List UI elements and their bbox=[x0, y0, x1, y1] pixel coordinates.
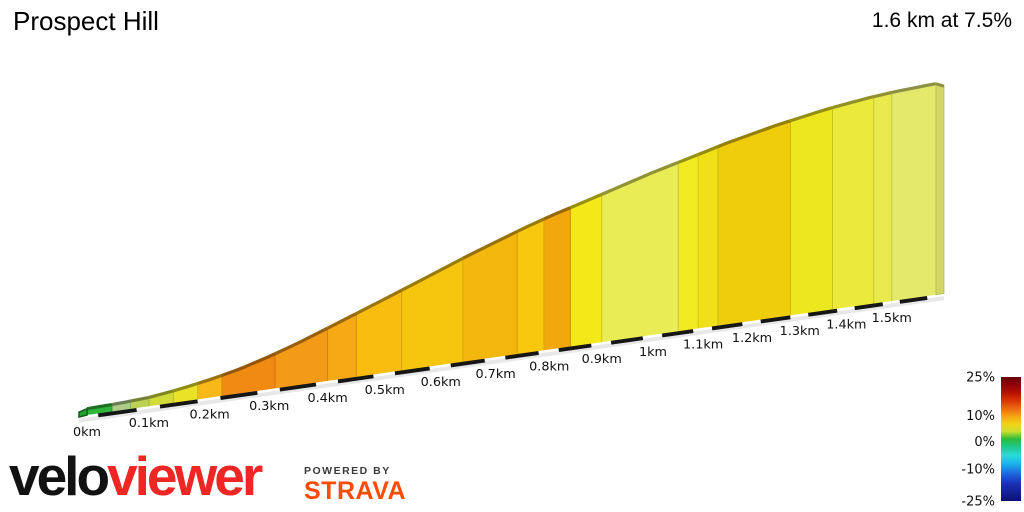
profile-top-edge bbox=[130, 395, 150, 403]
axis-road-dash bbox=[450, 358, 486, 368]
profile-top-edge bbox=[717, 119, 791, 149]
profile-segment bbox=[678, 154, 699, 332]
profile-top-edge bbox=[569, 192, 603, 210]
legend-tick-label: 10% bbox=[966, 409, 995, 424]
profile-top-edge bbox=[326, 312, 358, 330]
profile-top-edge bbox=[197, 373, 223, 386]
profile-top-edge bbox=[891, 82, 937, 94]
axis-tick-label: 0.8km bbox=[529, 360, 569, 375]
axis-road-dash bbox=[807, 308, 838, 317]
axis-tick-label: 1.4km bbox=[826, 317, 866, 332]
legend-tick-label: 25% bbox=[966, 371, 995, 386]
profile-top-edge bbox=[221, 352, 276, 377]
profile-segment bbox=[462, 231, 518, 362]
axis-tick-label: 0.4km bbox=[307, 391, 347, 406]
profile-top-edge bbox=[697, 145, 719, 157]
axis-road-dash bbox=[760, 315, 791, 324]
axis-tick-label: 0.9km bbox=[582, 352, 622, 367]
profile-top-edge bbox=[873, 90, 893, 99]
profile-top-edge bbox=[400, 256, 464, 292]
profile-segment bbox=[570, 194, 602, 347]
profile-start-cap bbox=[78, 407, 88, 418]
legend-tick-label: -25% bbox=[961, 495, 995, 510]
profile-top-edge bbox=[86, 402, 113, 411]
axis-tick-label: 0.3km bbox=[249, 399, 289, 414]
profile-top-edge bbox=[172, 381, 199, 393]
axis-tick-label: 0.2km bbox=[190, 408, 230, 423]
axis-road-dash bbox=[159, 399, 198, 409]
profile-segment bbox=[517, 219, 544, 355]
legend-tick-label: 0% bbox=[974, 435, 995, 450]
profile-end-cap-edge bbox=[935, 82, 945, 88]
axis-tick-label: 1.1km bbox=[683, 338, 723, 353]
profile-top-edge bbox=[832, 95, 875, 110]
profile-segment bbox=[698, 146, 718, 329]
strava-logo: STRAVA bbox=[304, 477, 407, 505]
axis-road-dash bbox=[394, 366, 430, 376]
profile-top-edge bbox=[543, 206, 571, 221]
profile-segment bbox=[275, 328, 328, 389]
veloviewer-logo: veloviewer bbox=[9, 449, 263, 504]
profile-segment bbox=[173, 383, 198, 403]
axis-tick-label: 0.7km bbox=[475, 367, 515, 382]
profile-top-edge bbox=[148, 389, 174, 399]
profile-segment bbox=[356, 290, 402, 377]
axis-tick-label: 0.1km bbox=[129, 416, 169, 431]
legend-gradient-bar bbox=[1001, 377, 1021, 501]
axis-road-dash bbox=[337, 374, 374, 384]
profile-top-edge bbox=[111, 399, 131, 407]
profile-top-edge bbox=[677, 153, 699, 164]
profile-top-edge bbox=[462, 230, 518, 260]
profile-segment bbox=[543, 207, 571, 351]
profile-segment bbox=[197, 375, 222, 400]
axis-tick-label: 0km bbox=[73, 425, 101, 440]
profile-top-edge bbox=[274, 326, 329, 356]
axis-road-dash bbox=[899, 295, 928, 304]
profile-segment bbox=[717, 120, 791, 326]
axis-tick-label: 1.3km bbox=[780, 324, 820, 339]
page-title: Prospect Hill bbox=[13, 6, 159, 36]
climb-summary: 1.6 km at 7.5% bbox=[871, 9, 1012, 32]
axis-road-dash bbox=[220, 390, 258, 400]
axis-tick-label: 1km bbox=[639, 345, 667, 360]
axis-tick-label: 0.6km bbox=[421, 375, 461, 390]
axis-road-dash bbox=[505, 350, 539, 360]
strava-attribution: POWERED BY STRAVA bbox=[304, 465, 406, 504]
profile-segment bbox=[873, 92, 892, 304]
profile-segment bbox=[221, 353, 276, 396]
axis-road-dash bbox=[558, 343, 592, 353]
profile-segment bbox=[327, 313, 357, 381]
axis-tick-label: 1.5km bbox=[872, 311, 912, 326]
axis-road-dash bbox=[854, 301, 884, 311]
legend-tick-label: -10% bbox=[961, 462, 995, 477]
profile-segment bbox=[111, 401, 131, 412]
axis-tick-label: 1.2km bbox=[732, 331, 772, 346]
axis-baseline-band bbox=[78, 296, 945, 423]
axis-road-dash bbox=[661, 328, 694, 338]
profile-end-cap bbox=[935, 83, 945, 296]
axis-road-dash bbox=[279, 382, 317, 392]
profile-top-edge bbox=[355, 288, 403, 315]
axis-tick-label: 0.5km bbox=[365, 383, 405, 398]
profile-segment bbox=[148, 390, 174, 407]
profile-segment bbox=[891, 83, 936, 301]
profile-top-edge bbox=[601, 160, 679, 196]
logo-viewer: viewer bbox=[107, 445, 263, 507]
axis-road-dash bbox=[610, 335, 644, 345]
powered-by-label: POWERED BY bbox=[304, 465, 391, 477]
axis-road-dash bbox=[97, 407, 137, 418]
profile-top-edge bbox=[789, 106, 833, 123]
profile-segment bbox=[401, 258, 463, 371]
logo-velo: velo bbox=[9, 445, 110, 507]
profile-top-edge bbox=[516, 217, 545, 233]
profile-segment bbox=[832, 96, 874, 310]
profile-segment bbox=[790, 107, 833, 316]
axis-road-dash bbox=[711, 321, 743, 331]
profile-segment bbox=[601, 162, 679, 343]
